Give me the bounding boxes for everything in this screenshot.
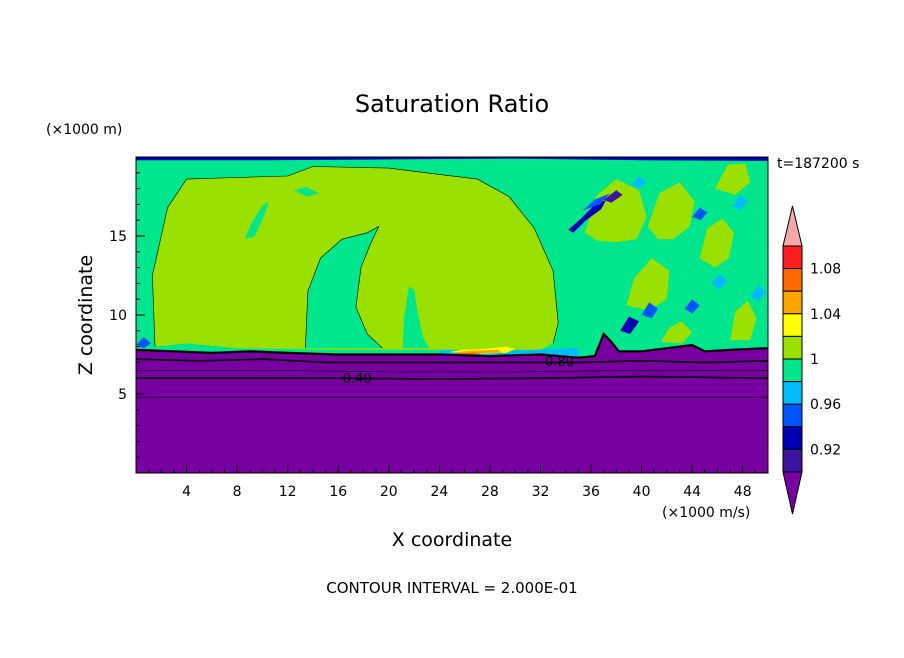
x-tick-label: 36	[582, 484, 600, 500]
y-axis-label: Z coordinate	[75, 255, 97, 375]
x-tick-label: 8	[233, 484, 242, 500]
region-top-strip	[136, 157, 768, 161]
region-1.04-1.06	[449, 349, 503, 353]
contour-line-0.80	[136, 358, 768, 364]
contour-labels: 0.40 0.80	[343, 355, 574, 387]
region-dry-patch-9	[136, 337, 152, 349]
x-tick-label: 32	[532, 484, 550, 500]
colorbar-band	[782, 358, 803, 383]
region-0.98-1.00-tongue-2	[402, 286, 430, 349]
contour-label: 0.40	[343, 372, 372, 387]
colorbar-label: 0.92	[810, 442, 841, 458]
colorbar-band	[782, 448, 803, 473]
x-tick-label: 44	[683, 484, 701, 500]
y-tick-label: 10	[109, 308, 127, 324]
region-1.06-1.08	[450, 352, 484, 355]
contour-line-0.90	[136, 332, 768, 359]
contour-field	[136, 157, 768, 473]
region-1.00-1.02-cell-8	[525, 322, 543, 345]
y-tick-label: 15	[109, 229, 127, 245]
region-dry-patch-4	[692, 207, 708, 221]
region-0.98-1.00-left	[136, 259, 155, 347]
colorbar-band	[782, 268, 803, 292]
contour-interval-note: CONTOUR INTERVAL = 2.000E-01	[326, 579, 577, 597]
region-dry-patch-11	[750, 285, 767, 301]
region-dry-patch-2	[582, 193, 610, 211]
y-tick-label: 5	[118, 387, 127, 403]
contour-label: 0.80	[545, 355, 574, 370]
region-dry-patch-8	[641, 302, 658, 319]
region-dry-patch-3	[603, 190, 623, 203]
region-1.00-1.02-cell-3	[626, 258, 670, 311]
region-1.00-1.02-cell-1	[584, 179, 647, 243]
region-1.00-1.02-cell-6	[660, 321, 693, 344]
colorbar-label: 1	[810, 352, 819, 368]
region-dry-patch-1	[568, 199, 607, 233]
colorbar-band	[782, 381, 803, 405]
x-tick-label: 20	[380, 484, 398, 500]
y-axis: 5 10 15	[109, 172, 145, 458]
region-1.00-1.02-cell-5	[714, 163, 751, 195]
contour-line-0.40	[136, 375, 768, 380]
x-tick-label: 24	[430, 484, 448, 500]
x-units-label: (×1000 m/s)	[662, 505, 750, 521]
region-dry-patch-12	[684, 299, 700, 314]
x-tick-label: 4	[182, 484, 191, 500]
region-1.00-1.02-cell-7	[730, 300, 757, 341]
colorbar-over-arrow	[782, 205, 803, 247]
chart-title: Saturation Ratio	[355, 90, 549, 118]
region-0.98-1.00-tongue	[305, 226, 383, 349]
x-tick-label: 48	[734, 484, 752, 500]
region-0.98-1.00-pocket-2	[294, 187, 320, 197]
contour-line-1.00	[152, 166, 559, 347]
time-label: t=187200 s	[777, 156, 859, 172]
colorbar-label: 0.96	[810, 397, 841, 413]
x-axis-label: X coordinate	[392, 529, 512, 551]
colorbar-band	[782, 245, 803, 270]
colorbar-band	[782, 426, 803, 450]
colorbar-under-arrow	[782, 471, 803, 515]
y-units-label: (×1000 m)	[46, 122, 122, 138]
x-tick-label: 28	[481, 484, 499, 500]
contour-line-1.00-tongue	[305, 225, 383, 349]
region-0.98-1.00-pocket	[244, 201, 269, 240]
colorbar-band	[782, 403, 803, 428]
x-tick-label: 12	[279, 484, 297, 500]
colorbar-band	[782, 313, 803, 337]
region-dry-patch-5	[631, 176, 647, 189]
contour-line-0.60	[136, 370, 768, 373]
region-dry-patch-6	[732, 194, 748, 211]
x-tick-label: 16	[329, 484, 347, 500]
colorbar-band	[782, 290, 803, 315]
region-below-0.90	[136, 334, 768, 473]
colorbar-label: 1.04	[810, 307, 841, 323]
region-dry-patch-10	[711, 273, 728, 290]
colorbar-band	[782, 335, 803, 360]
region-dry-patch-7	[620, 316, 640, 334]
colorbar-label: 1.08	[810, 262, 841, 278]
x-axis: 4 8 12 16 20 24 28 32 36 40 44 48	[148, 465, 756, 500]
contour-lines	[136, 166, 768, 398]
region-1.00-1.02-cell-2	[647, 182, 695, 240]
colorbar: 1.08 1.04 1 0.96 0.92	[782, 205, 841, 515]
x-tick-label: 40	[633, 484, 651, 500]
region-1.00-1.02-cell-4	[699, 218, 734, 268]
